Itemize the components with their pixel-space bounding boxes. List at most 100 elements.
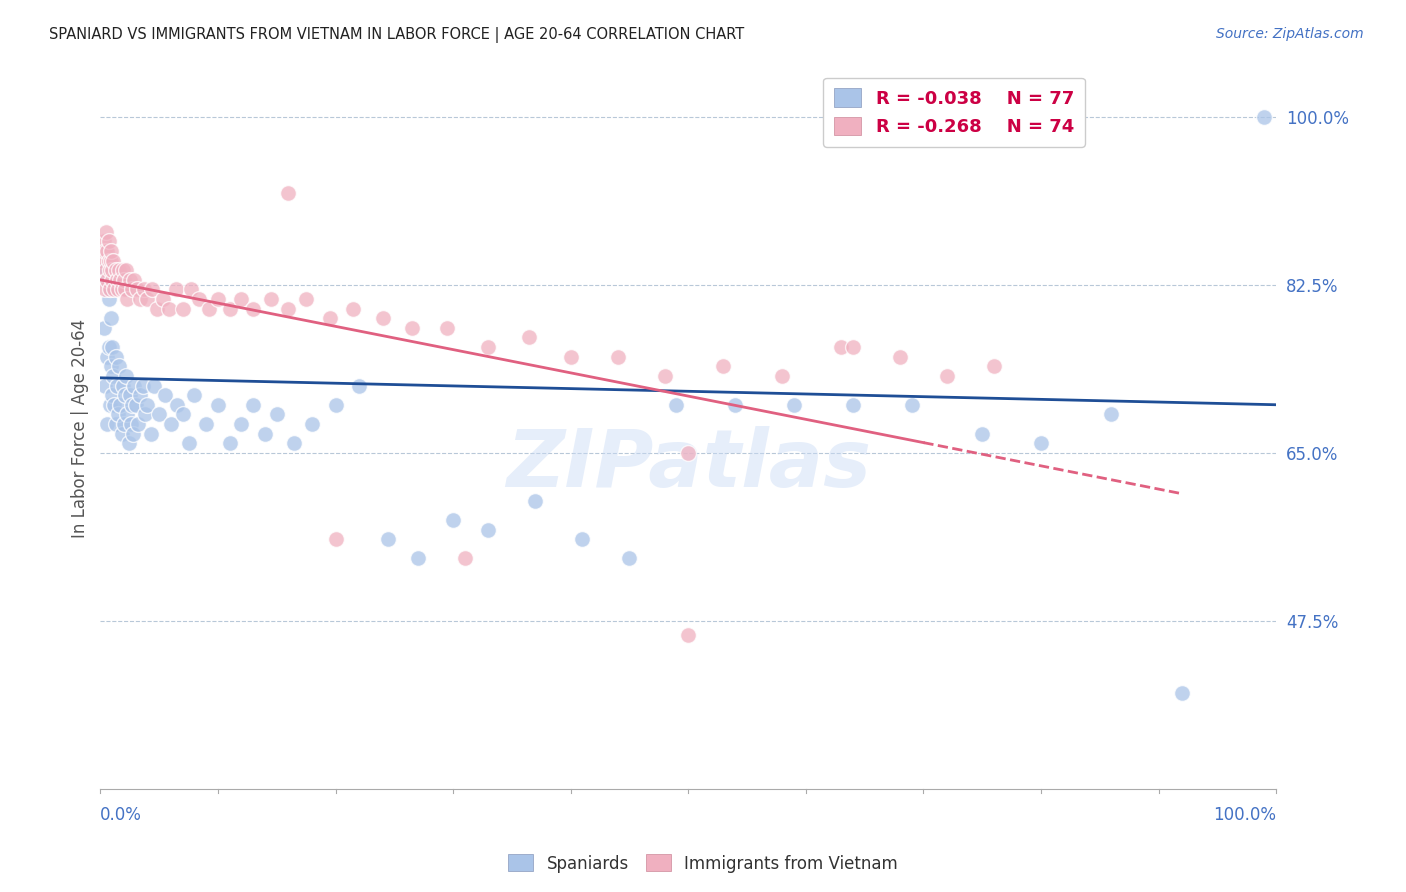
Point — [146, 301, 169, 316]
Point — [972, 426, 994, 441]
Point — [188, 292, 211, 306]
Point — [207, 292, 229, 306]
Point — [983, 359, 1005, 374]
Point — [98, 283, 121, 297]
Point — [347, 378, 370, 392]
Point — [783, 398, 806, 412]
Point — [96, 263, 118, 277]
Point — [524, 493, 547, 508]
Point — [124, 378, 146, 392]
Point — [454, 551, 477, 566]
Point — [98, 263, 121, 277]
Point — [118, 273, 141, 287]
Point — [139, 426, 162, 441]
Point — [120, 417, 142, 431]
Point — [713, 359, 735, 374]
Point — [98, 283, 121, 297]
Text: 100.0%: 100.0% — [1213, 806, 1277, 824]
Point — [1171, 686, 1194, 700]
Point — [619, 551, 641, 566]
Point — [132, 283, 155, 297]
Point — [103, 283, 125, 297]
Point — [842, 340, 865, 354]
Point — [172, 301, 194, 316]
Point — [91, 263, 114, 277]
Point — [103, 398, 125, 412]
Point — [842, 398, 865, 412]
Point — [406, 551, 429, 566]
Point — [100, 244, 122, 258]
Point — [301, 417, 323, 431]
Point — [96, 350, 118, 364]
Point — [560, 350, 582, 364]
Point — [94, 244, 117, 258]
Point — [153, 388, 176, 402]
Point — [830, 340, 852, 354]
Point — [606, 350, 628, 364]
Point — [1101, 408, 1123, 422]
Point — [136, 292, 159, 306]
Point — [110, 283, 132, 297]
Point — [166, 398, 188, 412]
Point — [96, 225, 118, 239]
Text: 0.0%: 0.0% — [100, 806, 142, 824]
Point — [676, 628, 699, 642]
Point — [114, 388, 136, 402]
Point — [100, 311, 122, 326]
Point — [183, 388, 205, 402]
Point — [401, 321, 423, 335]
Point — [96, 417, 118, 431]
Point — [105, 273, 128, 287]
Point — [129, 292, 152, 306]
Point — [115, 263, 138, 277]
Text: ZIPatlas: ZIPatlas — [506, 425, 870, 504]
Point — [770, 368, 793, 383]
Point — [260, 292, 283, 306]
Point — [283, 436, 305, 450]
Point — [935, 368, 957, 383]
Point — [242, 398, 264, 412]
Point — [104, 263, 127, 277]
Point — [519, 330, 541, 344]
Point — [94, 283, 117, 297]
Point — [117, 408, 139, 422]
Point — [101, 340, 124, 354]
Point — [318, 311, 340, 326]
Point — [117, 436, 139, 450]
Point — [325, 398, 347, 412]
Point — [724, 398, 747, 412]
Point — [103, 253, 125, 268]
Point — [101, 388, 124, 402]
Point — [242, 301, 264, 316]
Point — [110, 398, 132, 412]
Point — [325, 533, 347, 547]
Point — [124, 273, 146, 287]
Point — [112, 417, 135, 431]
Point — [97, 235, 120, 249]
Point — [96, 244, 118, 258]
Point — [177, 436, 200, 450]
Point — [371, 311, 394, 326]
Point — [172, 408, 194, 422]
Point — [124, 398, 146, 412]
Point — [125, 283, 148, 297]
Point — [441, 513, 464, 527]
Point — [127, 417, 149, 431]
Point — [97, 340, 120, 354]
Point — [180, 283, 202, 297]
Point — [148, 408, 170, 422]
Y-axis label: In Labor Force | Age 20-64: In Labor Force | Age 20-64 — [72, 319, 89, 538]
Point — [377, 533, 399, 547]
Point — [110, 426, 132, 441]
Point — [218, 436, 240, 450]
Point — [101, 263, 124, 277]
Point — [96, 273, 118, 287]
Point — [231, 292, 253, 306]
Point — [134, 408, 156, 422]
Point — [207, 398, 229, 412]
Point — [136, 398, 159, 412]
Point — [110, 273, 132, 287]
Point — [900, 398, 922, 412]
Text: SPANIARD VS IMMIGRANTS FROM VIETNAM IN LABOR FORCE | AGE 20-64 CORRELATION CHART: SPANIARD VS IMMIGRANTS FROM VIETNAM IN L… — [49, 27, 744, 43]
Point — [103, 368, 125, 383]
